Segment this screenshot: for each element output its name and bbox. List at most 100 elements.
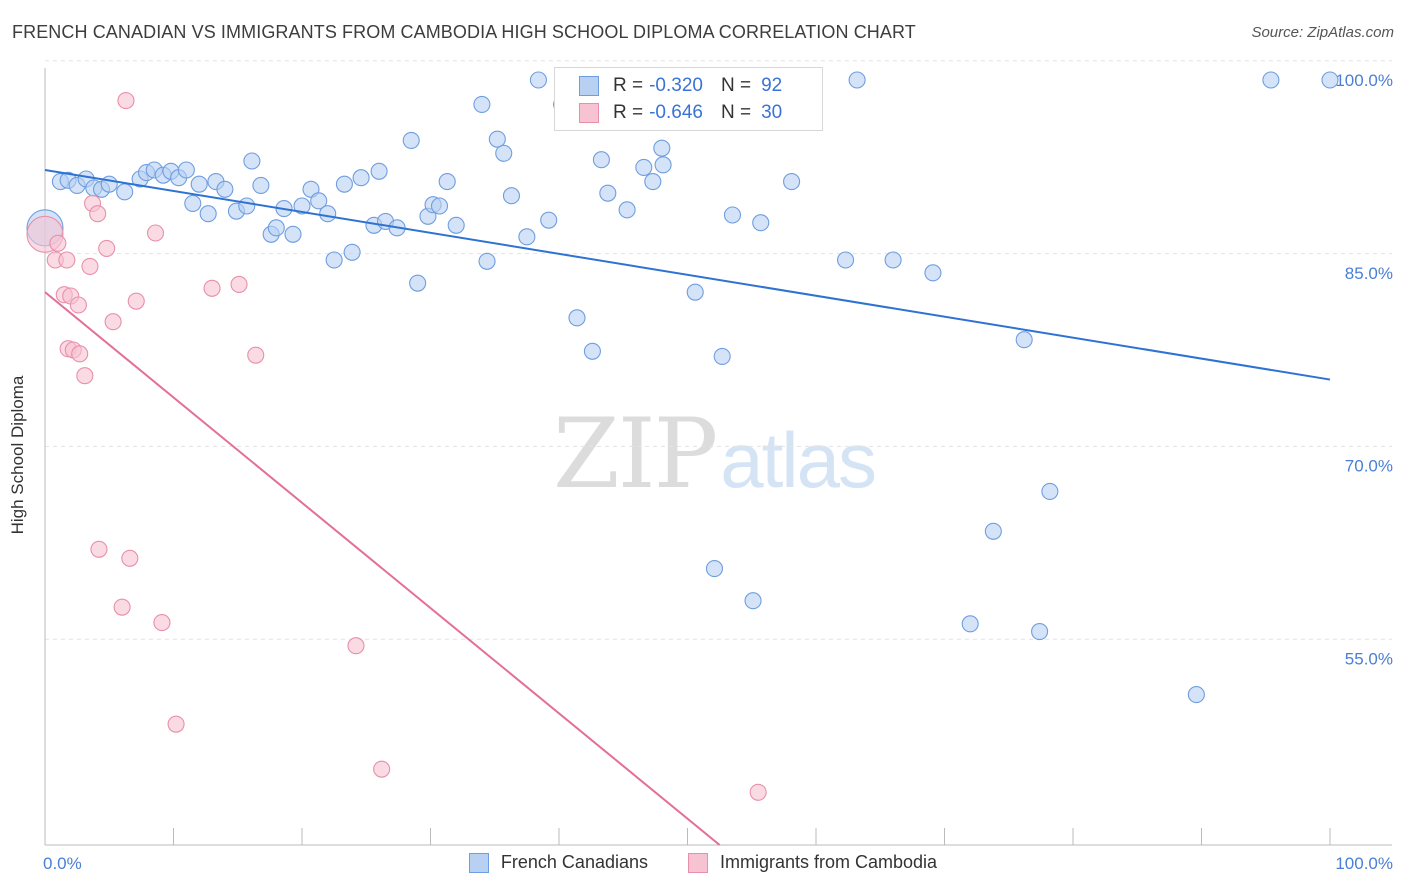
legend-r-label: R = xyxy=(613,75,644,96)
french-canadian-point xyxy=(267,219,285,237)
cambodia-point xyxy=(98,239,116,257)
cambodia-point xyxy=(167,715,185,733)
legend-r-value: -0.646 xyxy=(649,102,703,123)
french-canadian-point xyxy=(335,175,353,193)
french-canadian-point xyxy=(430,197,449,215)
cambodia-point xyxy=(104,313,122,331)
french-canadian-point xyxy=(635,158,653,176)
french-canadian-point xyxy=(744,592,762,610)
french-canadian-point xyxy=(654,156,672,174)
legend-n-label: N = xyxy=(720,102,752,123)
cambodia-point xyxy=(76,367,94,385)
french-canadian-point xyxy=(284,225,302,243)
cambodia-point xyxy=(117,92,135,110)
cambodia-point xyxy=(81,257,99,275)
french-canadian-point xyxy=(502,187,521,205)
legend-label: French Canadians xyxy=(500,852,648,872)
french-canadian-point xyxy=(488,130,506,148)
french-canadian-point xyxy=(618,201,636,219)
cambodia-point xyxy=(247,346,265,364)
french-canadian-point xyxy=(723,206,742,224)
french-canadian-point xyxy=(402,131,420,149)
french-canadian-point xyxy=(1015,331,1033,349)
cambodia-point xyxy=(69,296,87,314)
french-canadian-point xyxy=(190,175,208,193)
french-canadian-point xyxy=(599,184,617,202)
legend-row-cambodia: R = -0.646 N = 30 xyxy=(579,101,782,125)
french-canadian-point xyxy=(686,283,704,301)
y-tick-label: 55.0% xyxy=(1345,650,1393,669)
french-canadian-point xyxy=(447,216,465,234)
french-canadian-point xyxy=(310,192,328,210)
french-canadian-point xyxy=(583,342,601,360)
french-canadian-point xyxy=(293,197,311,215)
french-canadian-point xyxy=(252,176,270,194)
french-canadian-point xyxy=(924,264,942,282)
french-canadian-point xyxy=(100,175,118,193)
cambodia-point xyxy=(121,549,139,567)
french-canadian-point xyxy=(848,71,866,89)
french-canadian-point xyxy=(884,251,902,269)
cambodia-point xyxy=(90,540,108,558)
french-canadian-point xyxy=(529,71,547,89)
stats-legend: R = -0.320 N = 92 R = -0.646 N = 30 xyxy=(554,67,823,131)
french-canadian-point xyxy=(495,144,513,162)
french-canadian-point xyxy=(184,194,202,212)
french-canadian-point xyxy=(478,252,496,270)
french-canadian-point xyxy=(705,560,724,578)
french-canadian-point xyxy=(1187,686,1205,704)
french-canadian-point xyxy=(540,211,558,229)
french-canadian-point xyxy=(370,162,388,180)
french-canadian-point xyxy=(319,205,337,223)
watermark-zip: ZIP xyxy=(553,398,718,510)
cambodia-point xyxy=(749,783,767,801)
legend-swatch-pink xyxy=(688,852,708,873)
french-canadian-point xyxy=(783,173,801,191)
french-canadian-point xyxy=(713,347,731,365)
french-canadian-point xyxy=(177,161,195,179)
french-canadian-point xyxy=(592,151,610,169)
french-canadian-point xyxy=(243,152,261,170)
french-canadian-point xyxy=(644,173,662,191)
french-canadian-point xyxy=(325,251,343,269)
french-canadian-point xyxy=(216,180,234,198)
french-canadian-point xyxy=(653,139,671,157)
source-attribution: Source: ZipAtlas.com xyxy=(1251,24,1394,41)
cambodia-point xyxy=(373,760,391,778)
legend-swatch-blue xyxy=(579,76,599,96)
legend-row-french-canadians: R = -0.320 N = 92 xyxy=(579,74,782,98)
french-canadian-point xyxy=(984,522,1002,540)
legend-n-value: 30 xyxy=(761,102,783,123)
chart-title: FRENCH CANADIAN VS IMMIGRANTS FROM CAMBO… xyxy=(12,22,916,42)
french-canadian-point xyxy=(568,309,586,327)
y-axis-label: High School Diploma xyxy=(8,375,27,535)
watermark: ZIPatlas xyxy=(553,398,877,510)
cambodia-trendline xyxy=(44,291,721,846)
cambodia-point xyxy=(49,234,67,252)
legend-swatch-pink xyxy=(579,103,599,123)
series-legend: French Canadians Immigrants from Cambodi… xyxy=(0,852,1406,873)
y-tick-label: 85.0% xyxy=(1345,264,1393,283)
x-tick-label: 0.0% xyxy=(43,854,82,873)
cambodia-point xyxy=(58,251,76,269)
french-canadian-trendline xyxy=(44,169,1331,381)
cambodia-point xyxy=(153,614,171,632)
french-canadian-point xyxy=(438,173,456,191)
cambodia-point xyxy=(113,598,131,616)
x-tick-label: 100.0% xyxy=(1335,854,1393,873)
french-canadian-point xyxy=(409,274,427,292)
cambodia-point xyxy=(230,275,248,293)
legend-r-value: -0.320 xyxy=(649,75,703,96)
french-canadian-point xyxy=(1321,71,1339,89)
french-canadian-point xyxy=(1031,623,1049,641)
french-canadian-point xyxy=(199,205,217,223)
french-canadian-point xyxy=(116,183,134,201)
cambodia-point xyxy=(347,637,365,655)
legend-item-french-canadians[interactable]: French Canadians xyxy=(468,852,648,873)
french-canadian-point xyxy=(961,615,979,633)
y-tick-label: 70.0% xyxy=(1345,457,1393,476)
cambodia-point xyxy=(203,279,221,297)
legend-n-label: N = xyxy=(720,75,752,96)
legend-item-cambodia[interactable]: Immigrants from Cambodia xyxy=(688,852,937,873)
